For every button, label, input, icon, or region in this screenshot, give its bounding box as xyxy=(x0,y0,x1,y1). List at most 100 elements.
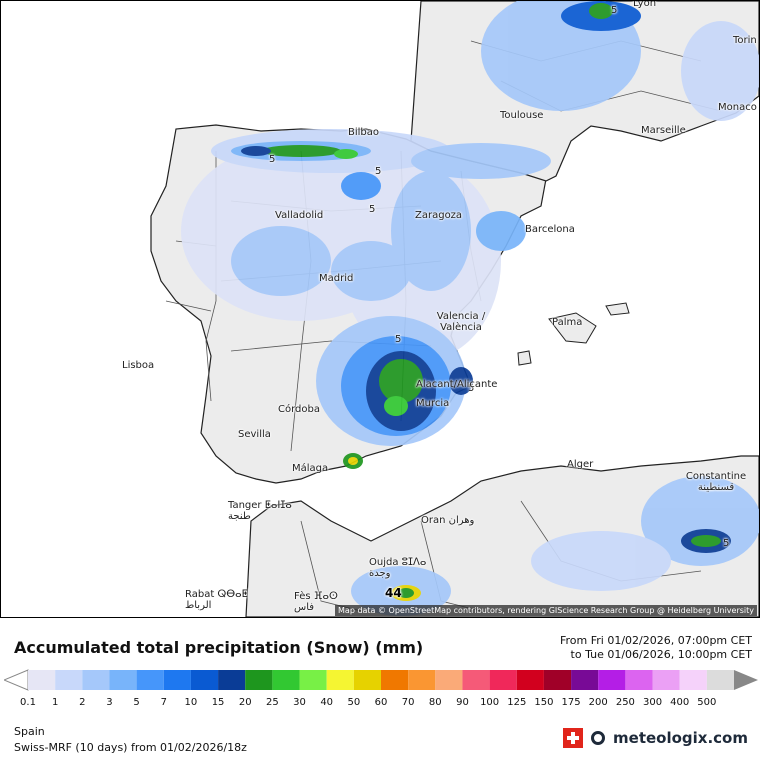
city-oujda: Oujda ⵓⵊⴷⴰ وجدة xyxy=(369,557,427,579)
scale-tick-label: 15 xyxy=(211,697,225,708)
scale-swatch xyxy=(163,670,191,690)
city-torino: Torin xyxy=(733,35,757,46)
scale-swatch xyxy=(272,670,300,690)
scale-tick-label: 2 xyxy=(79,697,86,708)
city-alger: Alger xyxy=(567,459,594,470)
period-from: From Fri 01/02/2026, 07:00pm CET xyxy=(560,634,752,647)
city-rabat: Rabat ⵕⴱⴰⵟ الرباط xyxy=(185,589,248,611)
region-label: Spain xyxy=(14,725,45,738)
scale-swatch xyxy=(706,670,734,690)
contour-label: 5 xyxy=(723,538,730,549)
scale-swatch xyxy=(55,670,83,690)
scale-swatch xyxy=(299,670,327,690)
scale-swatch xyxy=(652,670,680,690)
scale-swatch xyxy=(435,670,463,690)
scale-swatch xyxy=(218,670,246,690)
city-barcelona: Barcelona xyxy=(525,224,575,235)
scale-tick-label: 300 xyxy=(642,697,663,708)
max-value-label: 44 xyxy=(385,586,402,600)
contour-label: 5 xyxy=(611,5,618,16)
city-constantine: Constantine قسنطينة xyxy=(685,471,747,493)
scale-swatch xyxy=(408,670,436,690)
city-zaragoza: Zaragoza xyxy=(415,210,463,221)
scale-swatch xyxy=(543,670,572,690)
scale-max-arrow xyxy=(734,670,758,690)
scale-tick-label: 70 xyxy=(401,697,415,708)
contour-label: 5 xyxy=(269,154,276,165)
scale-swatch xyxy=(462,670,490,690)
swiss-flag-icon xyxy=(563,728,584,748)
scale-tick-label: 150 xyxy=(534,697,554,708)
scale-tick-label: 10 xyxy=(184,697,198,708)
city-monaco: Monaco xyxy=(718,102,757,113)
brand-name: meteologix.com xyxy=(613,729,748,747)
scale-swatch xyxy=(625,670,653,690)
scale-swatch xyxy=(571,670,599,690)
scale-tick-label: 1 xyxy=(51,697,59,708)
mallorca xyxy=(548,312,597,344)
scale-tick-label: 500 xyxy=(697,697,717,708)
city-valencia: Valencia / València xyxy=(436,311,486,333)
scale-tick-label: 7 xyxy=(160,697,167,708)
contour-label: 5 xyxy=(468,383,475,394)
city-oran: Oran وهران xyxy=(421,515,475,526)
model-label: Swiss-MRF (10 days) from 01/02/2026/18z xyxy=(14,741,247,754)
scale-tick-label: 80 xyxy=(428,697,442,708)
scale-swatch xyxy=(353,670,381,690)
meteologix-logo-icon xyxy=(591,731,606,745)
map-attribution[interactable]: Map data © OpenStreetMap contributors, r… xyxy=(335,605,757,616)
menorca xyxy=(605,302,630,316)
scale-swatch xyxy=(190,670,219,690)
precipitation-fields xyxy=(181,1,759,616)
scale-tick-label: 200 xyxy=(588,697,608,708)
city-lisboa: Lisboa xyxy=(122,360,155,371)
city-sevilla: Sevilla xyxy=(238,429,271,440)
scale-tick-label: 3 xyxy=(106,697,113,708)
city-toulouse: Toulouse xyxy=(500,110,544,121)
scale-tick-label: 5 xyxy=(133,697,140,708)
scale-swatch xyxy=(82,670,110,690)
scale-tick-label: 50 xyxy=(347,697,361,708)
scale-swatch xyxy=(598,670,626,690)
contour-label: 5 xyxy=(395,334,402,345)
scale-tick-label: 0.1 xyxy=(20,697,36,708)
precipitation-map[interactable]: 5 5 5 5 5 5 5 44 Lyon Torin Bilbao Toulo… xyxy=(0,0,760,618)
city-tanger: Tanger ⵟⴰⵏⵊⴰ طنجة xyxy=(228,500,292,522)
contour-label: 5 xyxy=(369,204,376,215)
scale-tick-label: 20 xyxy=(238,697,252,708)
scale-min-arrow xyxy=(4,669,29,691)
city-palma: Palma xyxy=(552,317,583,328)
scale-tick-label: 60 xyxy=(374,697,388,708)
scale-tick-label: 125 xyxy=(507,697,527,708)
period-to: to Tue 01/06/2026, 10:00pm CET xyxy=(570,648,752,661)
contour-label: 5 xyxy=(375,166,382,177)
scale-swatch xyxy=(136,670,164,690)
city-lyon: Lyon xyxy=(633,0,657,9)
city-murcia: Murcia xyxy=(416,398,450,409)
city-fes: Fès ⴼⴰⵙ فاس xyxy=(294,591,338,613)
forecast-period: From Fri 01/02/2026, 07:00pm CET to Tue … xyxy=(560,634,752,662)
scale-swatch xyxy=(109,670,137,690)
legend-title: Accumulated total precipitation (Snow) (… xyxy=(14,638,424,657)
brand[interactable]: meteologix.com xyxy=(563,728,748,748)
city-valladolid: Valladolid xyxy=(275,210,324,221)
city-malaga: Málaga xyxy=(292,463,329,474)
scale-tick-label: 25 xyxy=(266,697,279,708)
city-madrid: Madrid xyxy=(319,273,354,284)
ibiza xyxy=(517,350,532,366)
scale-swatch xyxy=(326,670,354,690)
scale-tick-label: 400 xyxy=(670,697,690,708)
scale-tick-label: 100 xyxy=(480,697,500,708)
city-alacant: Alacant/Alicante xyxy=(416,379,498,390)
scale-tick-label: 90 xyxy=(456,697,469,708)
scale-swatch xyxy=(489,670,517,690)
color-scale-labels: 0.1 1 2 3 5 7 10 15 20 25 30 40 50 60 70 80 90 100 125 150 1… xyxy=(0,697,760,709)
scale-swatch xyxy=(679,670,707,690)
color-scale-bar xyxy=(4,669,758,691)
scale-tick-label: 40 xyxy=(320,697,334,708)
city-cordoba: Córdoba xyxy=(278,404,320,415)
scale-swatch xyxy=(245,670,273,690)
scale-swatch xyxy=(381,670,409,690)
city-bilbao: Bilbao xyxy=(348,127,380,138)
scale-tick-label: 175 xyxy=(561,697,581,708)
